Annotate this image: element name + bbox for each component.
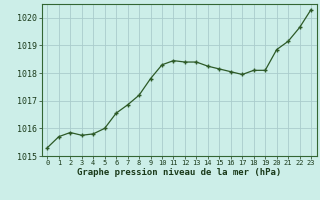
X-axis label: Graphe pression niveau de la mer (hPa): Graphe pression niveau de la mer (hPa) xyxy=(77,168,281,177)
